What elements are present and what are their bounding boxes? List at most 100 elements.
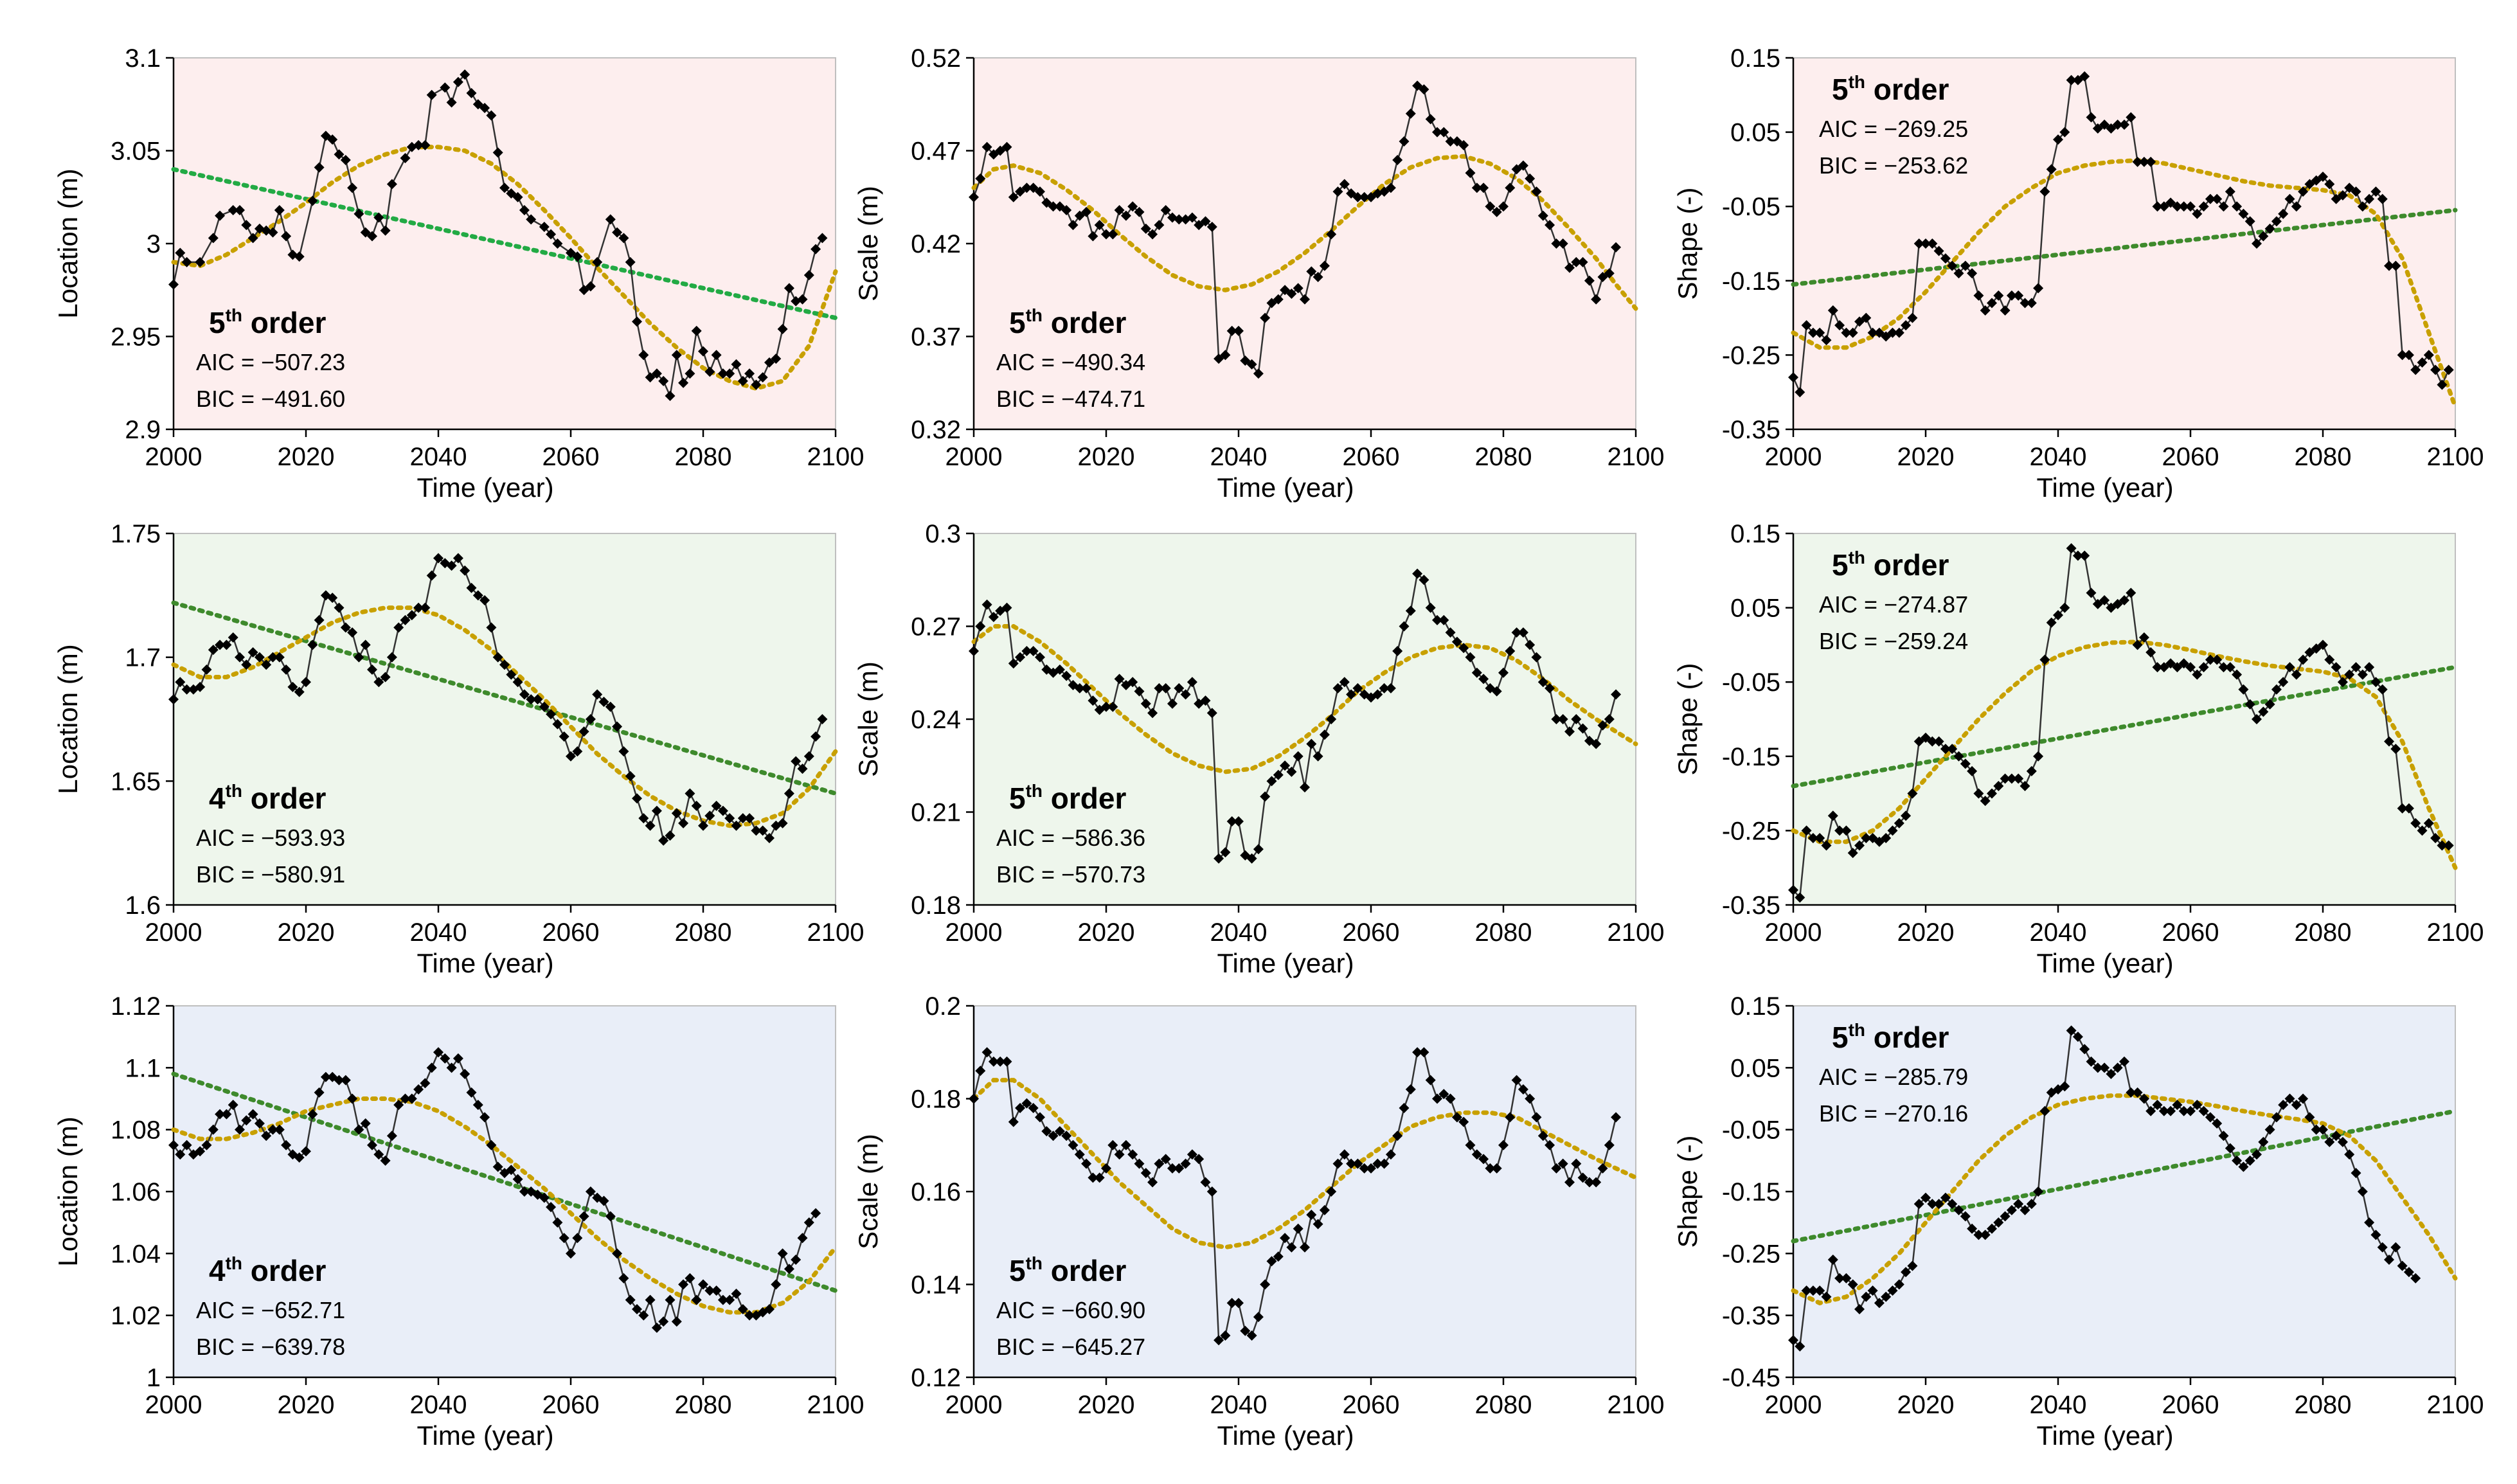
y-axis-label: Scale (m)	[853, 661, 883, 777]
y-tick-label: -0.25	[1722, 1240, 1780, 1268]
data-point	[1537, 1131, 1548, 1141]
data-point	[2000, 1211, 2011, 1222]
data-point	[1807, 327, 1818, 338]
data-point	[2423, 818, 2434, 828]
data-point	[340, 1075, 351, 1086]
data-point	[400, 153, 411, 164]
data-point	[2026, 298, 2037, 308]
data-point	[1557, 1158, 1568, 1169]
data-point	[1814, 832, 1825, 843]
x-tick-label: 2100	[2427, 1391, 2484, 1419]
data-point	[2066, 543, 2077, 554]
data-point	[578, 1211, 589, 1222]
data-point	[1372, 1158, 1383, 1169]
data-point	[1847, 1279, 1858, 1290]
panel-r3c2: 2000 2020 2040 2060 2080 2100 0.12 0.14 0.16 0.18…	[853, 992, 1664, 1451]
y-tick-label: -0.05	[1722, 1116, 1780, 1145]
data-point	[1088, 1172, 1098, 1183]
data-point	[2410, 1273, 2421, 1283]
data-point	[2238, 1161, 2249, 1172]
data-point	[817, 714, 828, 724]
data-point	[208, 233, 219, 244]
data-point	[2072, 550, 2083, 561]
data-point	[241, 659, 252, 670]
data-point	[1591, 738, 1602, 749]
data-point	[1306, 1210, 1317, 1220]
data-point	[975, 621, 986, 632]
data-point	[1980, 305, 1991, 316]
plot-area	[173, 533, 836, 906]
panel-r2c3: 2000 2020 2040 2060 2080 2100 -0.35 -0.25 -0.15 -…	[1672, 520, 2484, 978]
data-point	[2053, 610, 2063, 621]
data-point	[386, 179, 397, 190]
data-point	[1094, 1172, 1105, 1183]
aic-label: AIC = −274.87	[1819, 591, 1968, 618]
data-point	[2092, 123, 2103, 134]
data-point	[2033, 1186, 2044, 1197]
data-point	[360, 1118, 371, 1129]
data-point	[1953, 1204, 1964, 1215]
data-point	[2172, 1100, 2183, 1111]
model-order-label: 5th order	[1832, 548, 1949, 582]
x-tick-label: 2000	[945, 443, 1003, 471]
data-point	[1214, 853, 1224, 864]
data-point	[307, 1109, 318, 1120]
data-point	[479, 1112, 490, 1123]
x-tick-label: 2080	[1475, 443, 1532, 471]
data-point	[1385, 183, 1396, 193]
data-point	[2331, 1131, 2342, 1141]
data-point	[704, 366, 715, 377]
data-point	[1147, 1177, 1158, 1188]
data-point	[811, 731, 821, 742]
bic-label: BIC = −253.62	[1819, 152, 1968, 179]
data-point	[1960, 260, 1971, 271]
data-point	[2006, 290, 2017, 301]
data-point	[1821, 1291, 1832, 1302]
data-point	[1847, 848, 1858, 859]
bic-label: BIC = −259.24	[1819, 628, 1968, 654]
y-axis-label: Scale (m)	[853, 1134, 883, 1249]
data-point	[1491, 206, 1502, 217]
data-point	[1841, 327, 1852, 338]
y-axis-label: Shape (-)	[1672, 1135, 1703, 1247]
data-point	[1280, 285, 1291, 296]
data-point	[2079, 550, 2090, 561]
data-point	[2152, 201, 2163, 212]
data-point	[1425, 602, 1436, 613]
y-tick-label: 1.7	[125, 644, 161, 672]
plot-area	[973, 533, 1636, 906]
data-point	[2284, 1093, 2295, 1104]
data-point	[1134, 206, 1145, 217]
data-point	[347, 627, 358, 638]
data-point	[1107, 1140, 1118, 1150]
data-point	[2384, 260, 2394, 271]
y-tick-label: 0.16	[911, 1178, 961, 1206]
data-point	[605, 214, 616, 225]
data-point	[618, 746, 629, 757]
data-point	[585, 714, 596, 724]
data-point	[1445, 136, 1456, 147]
data-point	[691, 1294, 702, 1305]
data-point	[2271, 216, 2282, 227]
data-point	[1491, 1163, 1502, 1174]
data-point	[2198, 201, 2209, 212]
data-point	[1021, 183, 1032, 193]
data-point	[1266, 1256, 1277, 1267]
data-point	[1525, 1093, 1536, 1104]
data-point	[1101, 1163, 1111, 1174]
data-point	[340, 622, 351, 633]
data-point	[1597, 720, 1608, 731]
y-tick-label: 0.12	[911, 1364, 961, 1392]
data-point	[1054, 1126, 1065, 1137]
data-point	[420, 602, 431, 613]
data-point	[2377, 1242, 2388, 1253]
data-point	[247, 1109, 258, 1120]
data-point	[1604, 1140, 1615, 1150]
data-point	[2132, 156, 2143, 167]
data-point	[2344, 669, 2355, 680]
bic-label: BIC = −474.71	[996, 386, 1145, 412]
data-point	[1233, 1298, 1244, 1309]
data-point	[1597, 272, 1608, 283]
y-tick-label: -0.35	[1722, 416, 1780, 444]
